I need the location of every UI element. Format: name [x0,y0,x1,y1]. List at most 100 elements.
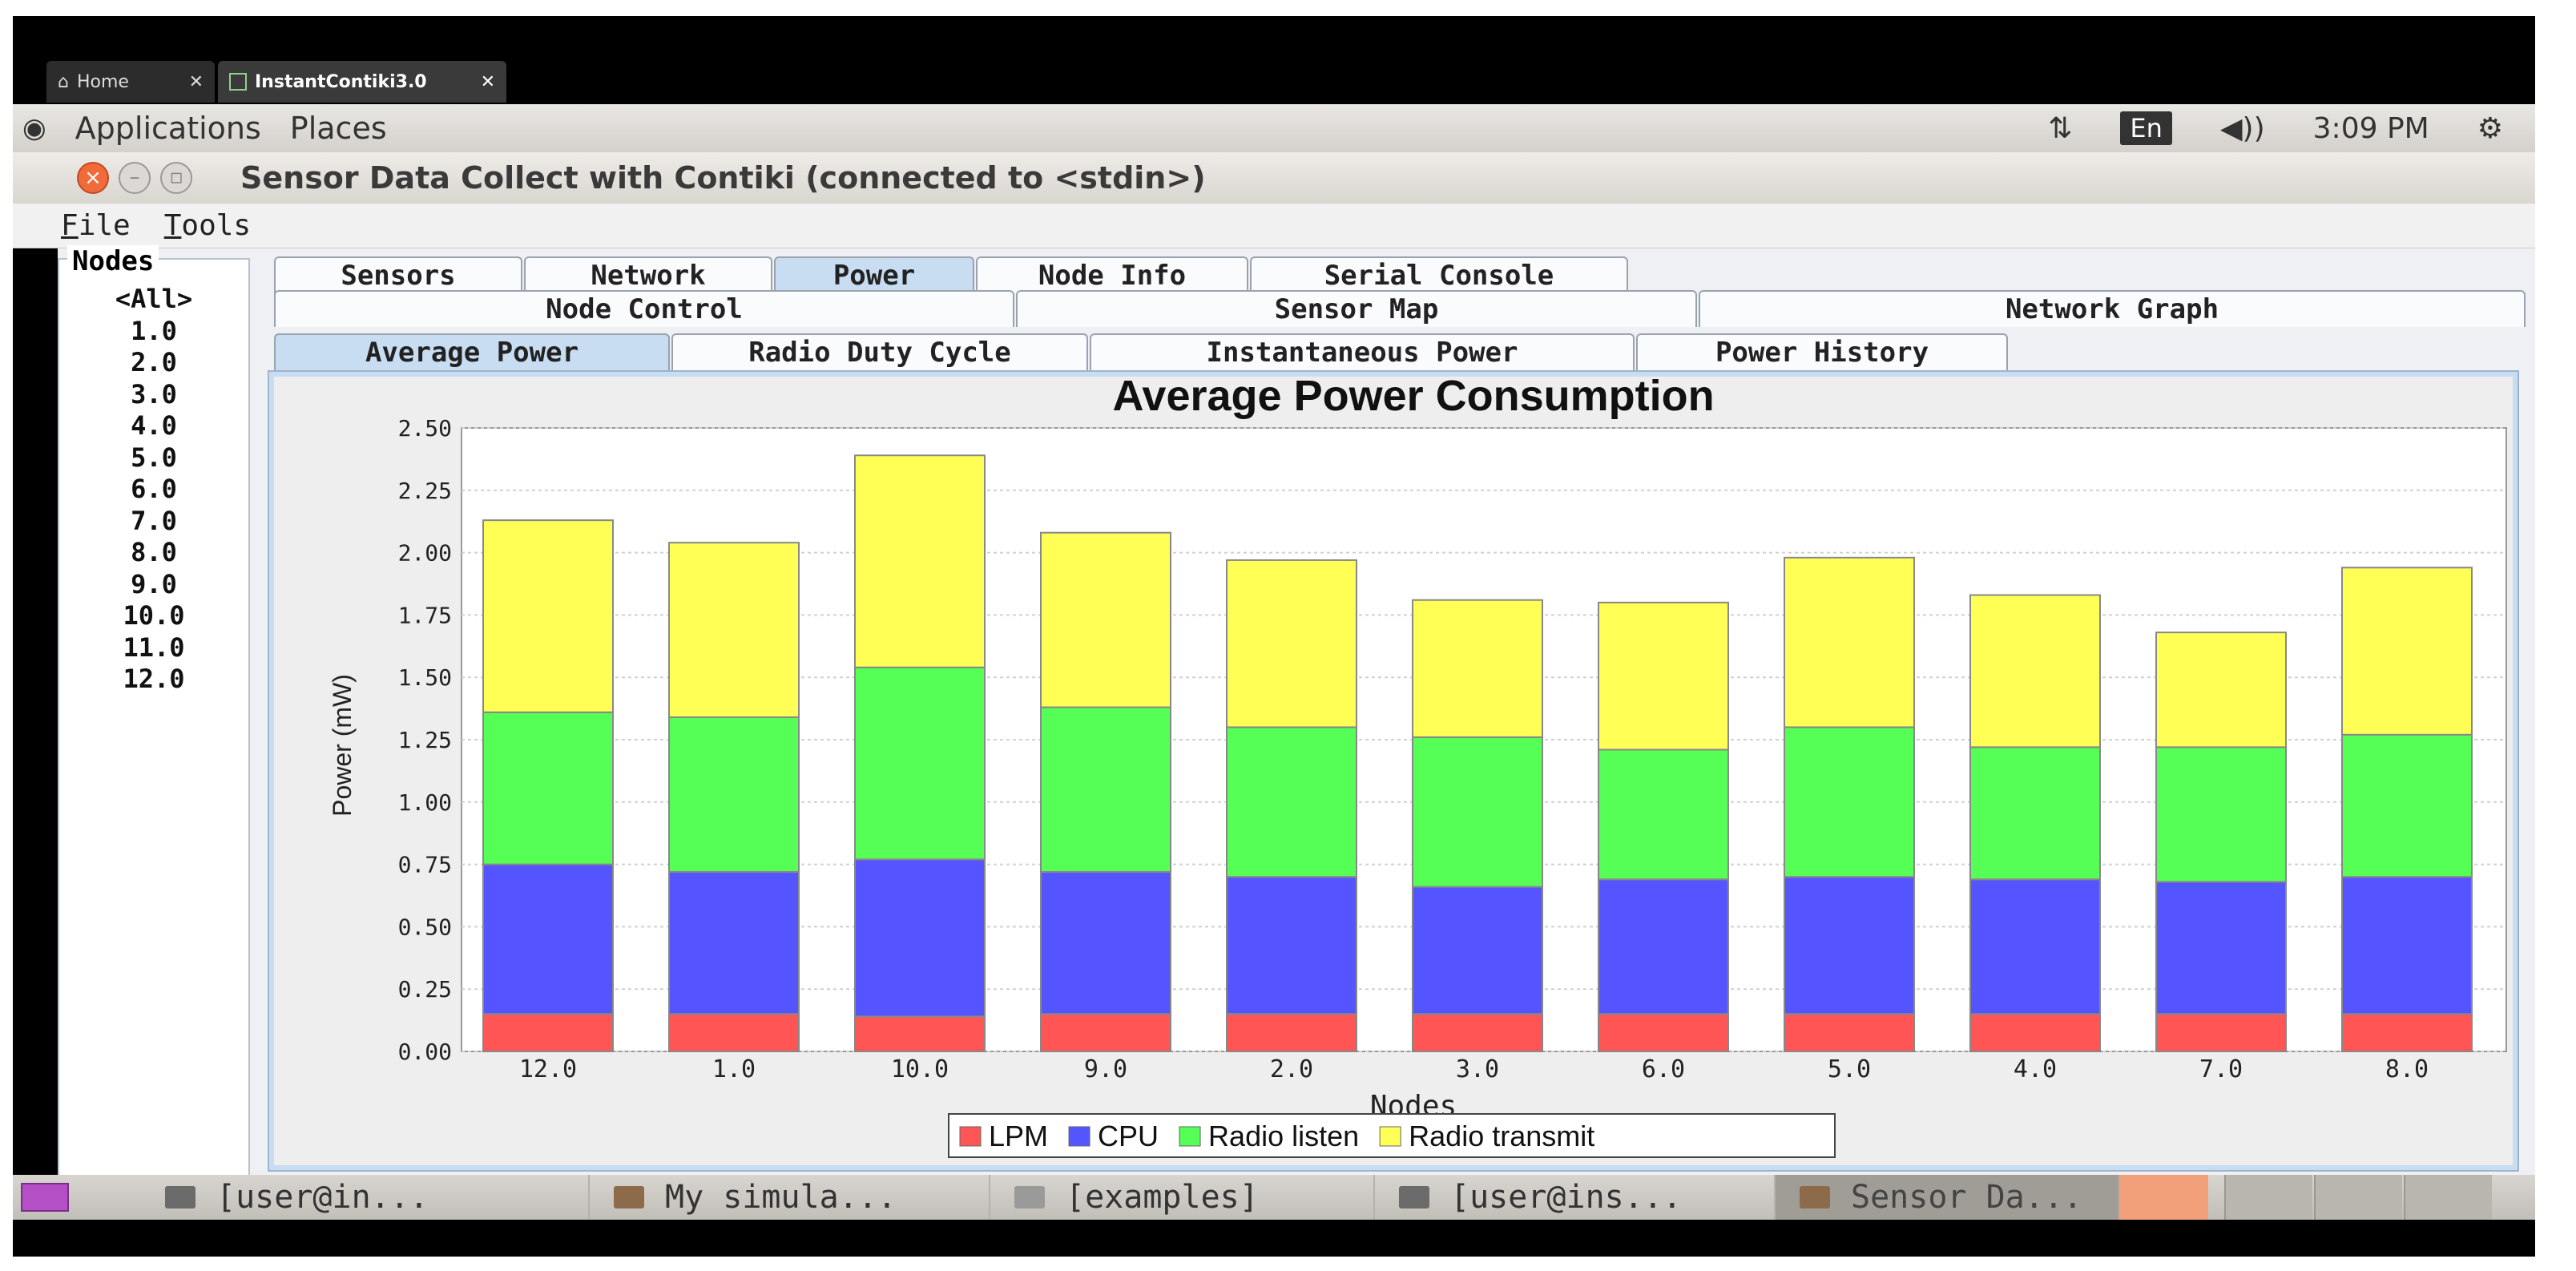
node-item[interactable]: 8.0 [131,537,177,567]
tab-node-info[interactable]: Node Info [976,256,1248,293]
y-tick-label: 1.50 [398,664,452,691]
x-tick-label: 12.0 [519,1055,577,1083]
file-mnemonic: F [61,209,79,242]
node-item[interactable]: 9.0 [131,568,177,599]
bar-segment [1784,556,1915,728]
vm-icon [229,73,247,91]
node-item[interactable]: 4.0 [131,410,177,441]
node-item[interactable]: 5.0 [131,442,177,473]
bar-segment [2341,733,2473,878]
tab-sensors[interactable]: Sensors [274,256,522,293]
node-item[interactable]: 11.0 [123,631,185,663]
bar-segment [2155,746,2287,883]
gear-icon[interactable]: ⚙ [2477,111,2503,145]
taskbar: [user@in... My simula... [examples] [use… [13,1175,2535,1220]
tab-network[interactable]: Network [524,256,772,293]
file-menu[interactable]: File [61,209,131,242]
nodes-panel: Nodes <All> 1.0 2.0 3.0 4.0 5.0 6.0 7.0 … [58,245,250,1178]
node-item[interactable]: 1.0 [131,315,177,346]
y-tick-label: 2.00 [398,540,452,567]
tab-node-control[interactable]: Node Control [274,290,1014,327]
tab-power-history[interactable]: Power History [1636,333,2008,370]
ubuntu-logo-icon: ◉ [22,112,46,144]
node-item[interactable]: 3.0 [131,378,177,410]
bar-segment [1969,746,2101,881]
legend-label: Radio transmit [1409,1120,1594,1152]
applications-menu[interactable]: Applications [75,111,261,146]
bar-segment [854,454,986,668]
node-item[interactable]: 12.0 [123,664,185,694]
bar-segment [1969,1013,2101,1053]
network-icon[interactable]: ⇅ [2048,111,2073,145]
bar-segment [854,1015,986,1053]
host-tab-home[interactable]: ⌂ Home ✕ [46,61,215,103]
node-item[interactable]: 7.0 [131,505,177,536]
legend-swatch [1179,1126,1201,1147]
bar-segment [1040,706,1171,873]
bar-segment [482,863,614,1015]
window-maximize-button[interactable]: ▫ [160,162,192,194]
tab-average-power[interactable]: Average Power [274,333,670,370]
legend-swatch [959,1126,982,1147]
workspace-switcher-1[interactable] [2224,1175,2312,1220]
tab-serial-console[interactable]: Serial Console [1250,256,1628,293]
show-desktop-icon[interactable] [21,1183,69,1212]
tools-menu[interactable]: Tools [164,209,251,242]
bar-segment [1412,886,1543,1015]
bar-segment [1226,726,1357,878]
workspace-switcher-2[interactable] [2314,1175,2402,1220]
close-icon[interactable]: ✕ [480,71,495,92]
bar-segment [1226,1013,1357,1053]
task-examples[interactable]: [examples] [990,1175,1375,1220]
tab-radio-duty-cycle[interactable]: Radio Duty Cycle [671,333,1088,370]
window-title: Sensor Data Collect with Contiki (connec… [240,160,1206,196]
volume-icon[interactable]: ◀)) [2219,111,2265,145]
x-tick-label: 1.0 [712,1055,756,1083]
y-tick-label: 0.00 [398,1039,452,1065]
task-terminal-2[interactable]: [user@ins... [1375,1175,1776,1220]
window-close-button[interactable]: × [77,162,109,194]
bar-segment [2155,631,2287,748]
close-icon[interactable]: ✕ [188,71,204,92]
bar-segment [1784,726,1915,878]
y-tick-label: 2.25 [398,478,452,504]
task-my-simulation[interactable]: My simula... [590,1175,990,1220]
bar-segment [668,716,800,873]
folder-icon [1014,1186,1045,1208]
workspace-switcher-3[interactable] [2404,1175,2492,1220]
y-tick-label: 0.25 [398,976,452,1003]
node-item[interactable]: 2.0 [131,347,177,377]
bar-segment [482,1013,614,1053]
places-menu[interactable]: Places [289,111,387,146]
task-terminal-1[interactable]: [user@in... [141,1175,590,1220]
node-item-all[interactable]: <All> [115,284,193,314]
x-tick-label: 8.0 [2385,1055,2429,1083]
clock[interactable]: 3:09 PM [2312,111,2429,145]
x-tick-label: 3.0 [1456,1055,1499,1083]
window-minimize-button[interactable]: – [119,162,151,194]
java-app-icon [1800,1186,1830,1208]
host-tab-vm[interactable]: InstantContiki3.0 ✕ [218,61,506,103]
tray-app-icon[interactable] [2120,1175,2208,1220]
bar-segment [854,666,986,861]
tab-network-graph[interactable]: Network Graph [1699,290,2526,327]
tab-sensor-map[interactable]: Sensor Map [1016,290,1697,327]
task-label: My simula... [665,1179,897,1216]
keyboard-layout-indicator[interactable]: En [2120,111,2172,145]
bar-segment [2341,1013,2473,1053]
tab-power[interactable]: Power [774,256,974,293]
bar-segment [1226,559,1357,728]
nodes-panel-title: Nodes [67,245,159,277]
y-tick-label: 1.00 [398,789,452,816]
x-tick-label: 2.0 [1270,1055,1313,1083]
tab-instantaneous-power[interactable]: Instantaneous Power [1090,333,1635,370]
chart-title: Average Power Consumption [1112,377,1714,420]
node-list: <All> 1.0 2.0 3.0 4.0 5.0 6.0 7.0 8.0 9.… [59,284,248,696]
bar-segment [1412,736,1543,888]
bar-segment [2155,1013,2287,1053]
node-item[interactable]: 10.0 [123,600,185,631]
node-item[interactable]: 6.0 [131,474,177,504]
bar-segment [1040,870,1171,1015]
task-label: [examples] [1066,1179,1259,1216]
task-sensor-data[interactable]: Sensor Da... [1776,1175,2120,1220]
